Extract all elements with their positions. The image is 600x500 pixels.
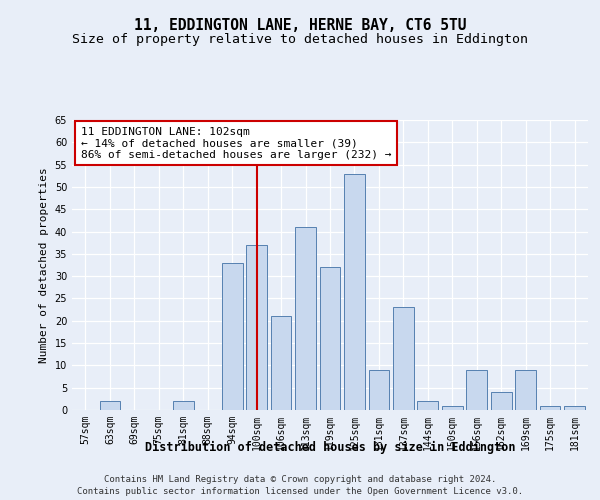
Text: 11 EDDINGTON LANE: 102sqm
← 14% of detached houses are smaller (39)
86% of semi-: 11 EDDINGTON LANE: 102sqm ← 14% of detac… — [80, 126, 391, 160]
Bar — [246, 245, 267, 410]
Bar — [222, 263, 242, 410]
Text: 11, EDDINGTON LANE, HERNE BAY, CT6 5TU: 11, EDDINGTON LANE, HERNE BAY, CT6 5TU — [134, 18, 466, 32]
Bar — [491, 392, 512, 410]
Bar — [320, 267, 340, 410]
Text: Contains public sector information licensed under the Open Government Licence v3: Contains public sector information licen… — [77, 486, 523, 496]
Bar — [515, 370, 536, 410]
Bar — [418, 401, 438, 410]
Text: Distribution of detached houses by size in Eddington: Distribution of detached houses by size … — [145, 441, 515, 454]
Bar — [393, 308, 414, 410]
Bar — [564, 406, 585, 410]
Bar — [271, 316, 292, 410]
Bar — [466, 370, 487, 410]
Text: Size of property relative to detached houses in Eddington: Size of property relative to detached ho… — [72, 32, 528, 46]
Y-axis label: Number of detached properties: Number of detached properties — [39, 167, 49, 363]
Bar — [368, 370, 389, 410]
Bar — [173, 401, 194, 410]
Bar — [344, 174, 365, 410]
Bar — [442, 406, 463, 410]
Bar — [295, 227, 316, 410]
Bar — [540, 406, 560, 410]
Bar — [100, 401, 120, 410]
Text: Contains HM Land Registry data © Crown copyright and database right 2024.: Contains HM Land Registry data © Crown c… — [104, 476, 496, 484]
